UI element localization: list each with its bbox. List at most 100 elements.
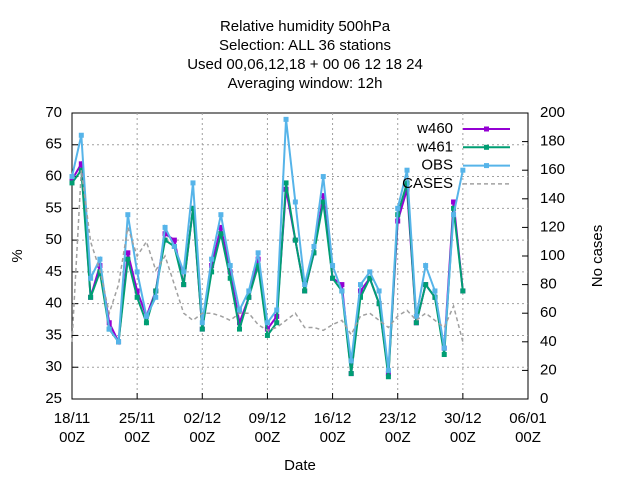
legend-marker	[484, 144, 489, 150]
point	[432, 288, 438, 294]
point	[367, 269, 373, 275]
point	[423, 263, 429, 269]
point	[209, 269, 215, 275]
point	[162, 237, 168, 243]
point	[143, 320, 149, 326]
y2-tick-label: 60	[540, 304, 557, 321]
point	[237, 307, 243, 313]
y-tick-label: 25	[45, 390, 62, 407]
point	[227, 263, 233, 269]
point	[246, 288, 252, 294]
point	[171, 243, 177, 249]
x-tick-label: 18/11 00Z	[54, 410, 90, 446]
point	[264, 332, 270, 338]
point	[246, 294, 252, 300]
point	[218, 212, 224, 218]
point	[339, 288, 345, 294]
point	[181, 282, 187, 288]
x-axis-label: Date	[284, 457, 316, 474]
point	[171, 237, 177, 243]
point	[441, 345, 447, 351]
y-tick-label: 50	[45, 231, 62, 248]
point	[218, 231, 224, 237]
point	[283, 180, 289, 186]
x-tick-label: 09/12 00Z	[249, 410, 287, 446]
y2-tick-label: 80	[540, 276, 557, 293]
point	[460, 288, 466, 294]
point	[209, 256, 215, 262]
y2-tick-label: 40	[540, 333, 557, 350]
point	[190, 205, 196, 211]
point	[134, 269, 140, 275]
y2-tick-label: 20	[540, 361, 557, 378]
point	[311, 250, 317, 256]
point	[125, 250, 131, 256]
point	[255, 250, 261, 256]
point	[385, 374, 391, 380]
point	[302, 288, 308, 294]
point	[404, 167, 410, 173]
point	[395, 205, 401, 211]
x-tick-label: 06/01 00Z	[509, 410, 547, 446]
point	[339, 282, 345, 288]
point	[432, 294, 438, 300]
point	[237, 326, 243, 332]
point	[311, 243, 317, 249]
point	[227, 269, 233, 275]
point	[302, 282, 308, 288]
point	[162, 224, 168, 230]
point	[69, 180, 75, 186]
y2-tick-label: 100	[540, 247, 565, 264]
point	[237, 320, 243, 326]
y-tick-label: 40	[45, 295, 62, 312]
y2-tick-label: 200	[540, 104, 565, 121]
point	[357, 294, 363, 300]
point	[274, 307, 280, 313]
point	[69, 177, 75, 183]
y2-tick-label: 140	[540, 190, 565, 207]
x-tick-label: 25/11 00Z	[119, 410, 155, 446]
point	[134, 294, 140, 300]
point	[181, 269, 187, 275]
point	[330, 275, 336, 281]
y-tick-label: 65	[45, 136, 62, 153]
y2-tick-label: 120	[540, 218, 565, 235]
point	[218, 224, 224, 230]
legend-label: CASES	[402, 175, 453, 192]
y2-tick-label: 0	[540, 390, 548, 407]
legend-label: w460	[416, 120, 453, 137]
point	[190, 180, 196, 186]
y-tick-label: 45	[45, 263, 62, 280]
point	[125, 212, 131, 218]
legend-label: OBS	[421, 157, 453, 174]
point	[413, 313, 419, 319]
point	[255, 263, 261, 269]
point	[125, 256, 131, 262]
point	[199, 326, 205, 332]
point	[451, 212, 457, 218]
y-tick-label: 70	[45, 104, 62, 121]
x-tick-label: 23/12 00Z	[379, 410, 417, 446]
legend-marker	[484, 126, 489, 132]
point	[376, 301, 382, 307]
chart-title: Used 00,06,12,18 + 00 06 12 18 24	[187, 56, 423, 73]
point	[88, 275, 94, 281]
point	[348, 358, 354, 364]
y2-axis-label: No cases	[589, 225, 606, 288]
point	[348, 371, 354, 377]
x-tick-label: 02/12 00Z	[184, 410, 222, 446]
legend-label: w461	[416, 138, 453, 155]
y-tick-label: 55	[45, 199, 62, 216]
chart-title: Selection: ALL 36 stations	[219, 37, 391, 54]
point	[106, 326, 112, 332]
point	[441, 352, 447, 358]
point	[451, 199, 457, 205]
y2-tick-label: 160	[540, 161, 565, 178]
point	[413, 320, 419, 326]
point	[143, 313, 149, 319]
y-tick-label: 30	[45, 358, 62, 375]
y-tick-label: 35	[45, 326, 62, 343]
point	[283, 116, 289, 122]
point	[451, 205, 457, 211]
